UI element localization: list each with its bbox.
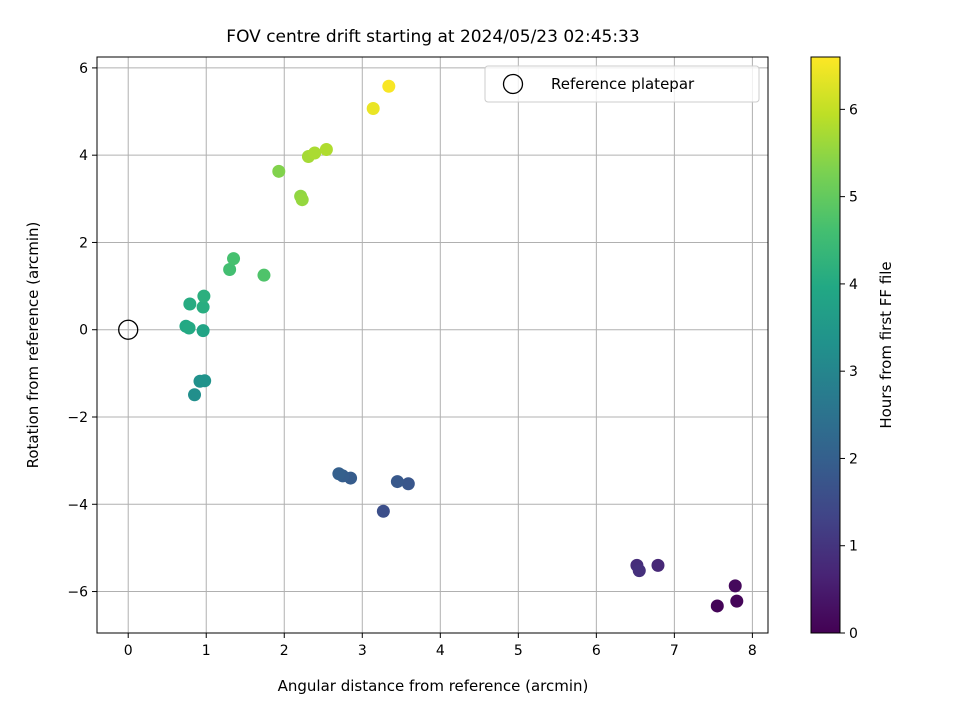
data-point — [188, 388, 202, 402]
y-tick-label: −6 — [67, 585, 88, 601]
x-tick-label: 7 — [670, 643, 679, 659]
x-tick-label: 5 — [514, 643, 523, 659]
x-tick-label: 0 — [124, 643, 133, 659]
data-point — [295, 193, 309, 207]
data-point — [382, 79, 396, 93]
colorbar-tick-label: 3 — [849, 364, 858, 380]
data-point — [198, 374, 212, 388]
data-point — [223, 263, 237, 277]
colorbar-tick-label: 1 — [849, 539, 858, 555]
grid — [97, 57, 768, 633]
data-point — [257, 268, 271, 282]
colorbar-tick-label: 2 — [849, 451, 858, 467]
y-tick-label: 0 — [79, 323, 88, 339]
colorbar-ticks: 0 1 2 3 4 5 6 — [840, 102, 858, 642]
y-tick-label: 6 — [79, 61, 88, 77]
colorbar-tick-label: 5 — [849, 190, 858, 206]
y-tick-label: 2 — [79, 235, 88, 251]
x-axis: 0 1 2 3 4 5 6 7 8 — [124, 633, 757, 659]
data-point — [401, 477, 415, 491]
colorbar-title: Hours from first FF file — [877, 261, 895, 428]
data-point — [319, 143, 333, 157]
x-tick-label: 4 — [436, 643, 445, 659]
data-point — [728, 579, 742, 593]
y-tick-label: −4 — [67, 497, 88, 513]
colorbar-tick-label: 0 — [849, 626, 858, 642]
data-point — [196, 300, 210, 314]
reference-layer — [118, 319, 139, 340]
legend-reference-marker — [502, 73, 524, 95]
data-point — [308, 146, 322, 160]
x-tick-label: 8 — [748, 643, 757, 659]
data-point — [196, 324, 210, 338]
x-tick-label: 6 — [592, 643, 601, 659]
data-point — [632, 564, 646, 578]
colorbar-gradient — [810, 56, 841, 634]
colorbar-tick-label: 4 — [849, 277, 858, 293]
y-tick-label: 4 — [79, 148, 88, 164]
y-tick-label: −2 — [67, 410, 88, 426]
x-tick-label: 3 — [358, 643, 367, 659]
chart-title: FOV centre drift starting at 2024/05/23 … — [226, 27, 639, 47]
data-point — [710, 599, 724, 613]
reference-marker — [118, 319, 139, 340]
plot-frame — [96, 56, 769, 634]
data-point — [272, 164, 286, 178]
y-axis-title: Rotation from reference (arcmin) — [24, 222, 42, 469]
data-point — [730, 594, 744, 608]
data-point — [183, 297, 197, 311]
data-point — [366, 101, 380, 115]
data-point — [182, 321, 196, 335]
colorbar-tick-label: 6 — [849, 102, 858, 118]
y-axis: −6 −4 −2 0 2 4 6 — [67, 61, 97, 601]
data-point — [227, 252, 241, 266]
colorbar: 0 1 2 3 4 5 6 Hours from first FF file — [810, 56, 895, 642]
legend-reference-label: Reference platepar — [551, 75, 695, 93]
data-points — [179, 79, 744, 613]
legend: Reference platepar — [484, 65, 760, 103]
data-point — [376, 504, 390, 518]
x-tick-label: 2 — [280, 643, 289, 659]
data-point — [197, 289, 211, 303]
x-tick-label: 1 — [202, 643, 211, 659]
legend-box — [484, 65, 760, 103]
data-point — [651, 558, 665, 572]
data-point — [332, 467, 346, 481]
data-point — [390, 475, 404, 489]
x-axis-title: Angular distance from reference (arcmin) — [278, 677, 589, 695]
